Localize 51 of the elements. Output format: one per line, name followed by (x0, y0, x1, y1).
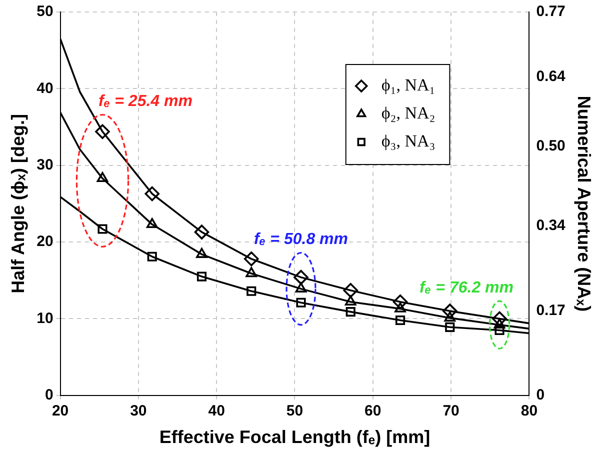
y2-tick-label: 0.50 (536, 138, 566, 155)
point (147, 252, 157, 262)
legend-label: ϕ₃, NA₃ (381, 131, 436, 150)
point (95, 124, 110, 140)
point (392, 294, 408, 310)
point (344, 295, 356, 306)
x-axis-title: Effective Focal Length (fₑ) [mm] (159, 427, 430, 448)
point (246, 267, 258, 278)
y-tick-label: 50 (36, 3, 54, 20)
x-tick-label: 60 (364, 402, 382, 420)
point (343, 282, 358, 298)
annotation: fₑ = 25.4 mm (98, 93, 192, 110)
point (146, 218, 158, 228)
point (494, 325, 504, 336)
y2-tick-label: 0.17 (536, 302, 566, 319)
point (194, 224, 210, 240)
y-tick-label: 30 (36, 156, 54, 174)
point (144, 186, 160, 202)
point (295, 282, 307, 292)
legend-label: ϕ₂, NA₂ (381, 103, 436, 122)
y-tick-label: 40 (36, 80, 54, 97)
y2-axis-title: Numerical Aperture (NAₓ) (574, 96, 594, 312)
point (294, 270, 308, 285)
y-tick-label: 20 (36, 233, 54, 250)
y-tick-label: 0 (44, 386, 54, 404)
x-tick-label: 70 (442, 402, 460, 420)
point (98, 224, 108, 234)
legend-label: ϕ₁, NA₁ (381, 75, 436, 94)
y-tick-label: 10 (36, 310, 54, 327)
point (296, 298, 306, 308)
point (445, 322, 455, 332)
y-axis-title: Half Angle (ϕₓ) [deg.] (8, 114, 28, 294)
annotation: fₑ = 50.8 mm (254, 231, 348, 248)
y2-tick-label: 0.34 (536, 217, 566, 234)
annotation: fₑ = 76.2 mm (420, 279, 514, 296)
point (395, 315, 406, 326)
point (346, 307, 356, 317)
y2-tick-label: 0.77 (536, 3, 566, 20)
x-tick-label: 30 (130, 402, 147, 420)
x-tick-label: 80 (520, 402, 538, 420)
point (442, 304, 458, 318)
point (246, 286, 256, 296)
x-tick-label: 50 (286, 402, 304, 420)
point (196, 272, 207, 282)
y2-tick-label: 0 (536, 386, 545, 404)
point (196, 248, 208, 258)
point (96, 172, 108, 182)
point (244, 252, 259, 266)
x-tick-label: 40 (208, 402, 225, 420)
x-tick-label: 20 (52, 402, 69, 420)
y2-tick-label: 0.64 (536, 68, 566, 85)
